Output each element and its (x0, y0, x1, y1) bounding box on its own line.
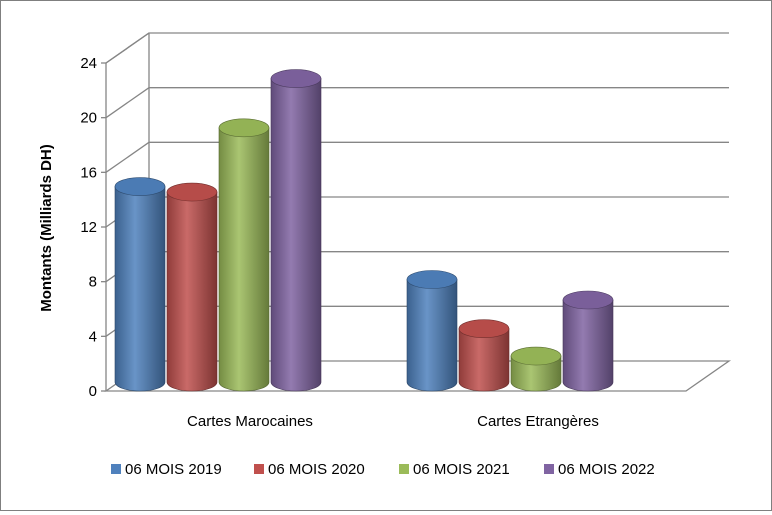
legend-item: 06 MOIS 2020 (254, 461, 365, 478)
legend-swatch (111, 464, 121, 474)
y-tick-label: 0 (89, 383, 97, 400)
bar-body (510, 355, 562, 392)
y-axis-label: Montants (Milliards DH) (38, 144, 55, 312)
legend-label: 06 MOIS 2020 (268, 461, 365, 478)
y-tick-label: 4 (89, 328, 97, 345)
bar-top (270, 69, 322, 88)
bar-body (218, 127, 270, 392)
legend-swatch (254, 464, 264, 474)
bar (218, 118, 270, 392)
bar-top (114, 177, 166, 196)
bar-body (406, 279, 458, 392)
legend-swatch (544, 464, 554, 474)
bar-body (114, 186, 166, 392)
category-label: Cartes Marocaines (187, 413, 313, 430)
y-tick-label: 16 (80, 164, 97, 181)
bar (270, 69, 322, 392)
bar (562, 290, 614, 392)
y-tick-label: 12 (80, 219, 97, 236)
legend: 06 MOIS 2019 06 MOIS 2020 06 MOIS 2021 06 M… (111, 461, 655, 478)
bar-body (458, 328, 510, 392)
bar-top (458, 319, 510, 339)
bar-top (166, 182, 218, 202)
bar (458, 319, 510, 392)
legend-label: 06 MOIS 2021 (413, 461, 510, 478)
bar (166, 182, 218, 392)
bar-body (562, 299, 614, 392)
y-tick-label: 20 (80, 110, 97, 127)
bar-body (270, 78, 322, 392)
bar-top (562, 290, 614, 310)
legend-item: 06 MOIS 2019 (111, 461, 222, 478)
bars (114, 69, 614, 392)
y-tick-label: 8 (89, 274, 97, 291)
bar-top (218, 118, 270, 138)
y-tick-label: 24 (80, 55, 97, 72)
bar (510, 346, 562, 392)
bar-body (166, 191, 218, 392)
category-label: Cartes Etrangères (477, 413, 599, 430)
legend-item: 06 MOIS 2021 (399, 461, 510, 478)
legend-item: 06 MOIS 2022 (544, 461, 655, 478)
legend-swatch (399, 464, 409, 474)
bar-top (510, 346, 562, 366)
bar-top (406, 270, 458, 289)
bar (114, 177, 166, 392)
y-tick-labels: 0 4 8 12 16 20 24 (80, 55, 97, 400)
legend-label: 06 MOIS 2019 (125, 461, 222, 478)
category-labels: Cartes Marocaines Cartes Etrangères (187, 413, 599, 430)
bar (406, 270, 458, 392)
legend-label: 06 MOIS 2022 (558, 461, 655, 478)
